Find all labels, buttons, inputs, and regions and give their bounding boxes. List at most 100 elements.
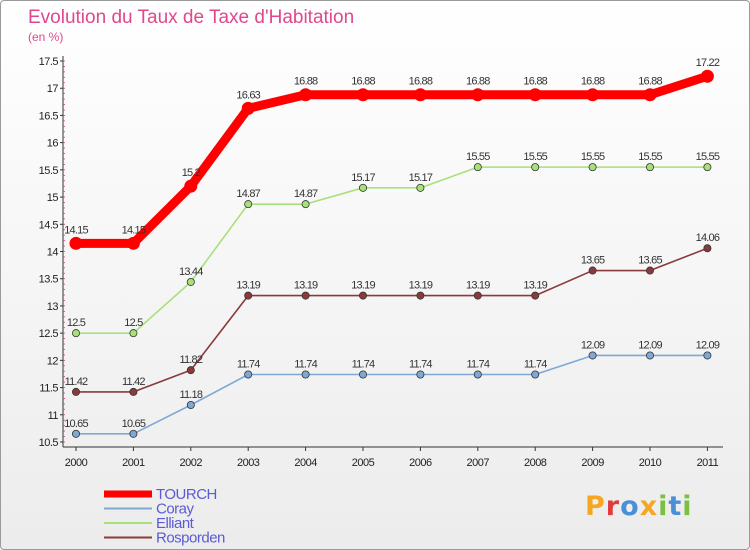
data-label-rosporden: 13.65	[638, 255, 662, 267]
y-tick-label: 16	[47, 138, 59, 150]
data-point-tourch	[299, 88, 313, 102]
data-point-coray	[473, 370, 482, 379]
x-tick-label: 2009	[581, 457, 604, 469]
data-point-rosporden	[416, 291, 425, 300]
data-label-rosporden: 11.82	[179, 354, 202, 366]
data-point-coray	[72, 429, 81, 438]
data-label-elliant: 14.87	[236, 188, 260, 200]
data-point-coray	[531, 370, 540, 379]
y-tick-label: 15.5	[39, 165, 59, 177]
data-label-tourch: 16.88	[351, 76, 375, 88]
data-point-elliant	[473, 163, 482, 172]
data-point-elliant	[703, 163, 712, 172]
data-point-rosporden	[703, 244, 712, 253]
data-point-coray	[416, 370, 425, 379]
data-point-tourch	[528, 88, 542, 102]
y-tick-label: 16.5	[39, 110, 59, 122]
series-line-coray	[75, 354, 709, 435]
data-point-elliant	[244, 200, 253, 209]
data-label-tourch: 14.15	[64, 224, 88, 236]
data-label-coray: 11.18	[179, 389, 202, 401]
data-label-coray: 11.74	[466, 359, 489, 371]
x-tick-label: 2001	[122, 457, 145, 469]
data-label-coray: 10.65	[122, 418, 146, 430]
data-label-rosporden: 13.19	[523, 280, 547, 292]
x-tick-label: 2002	[180, 457, 203, 469]
x-tick-label: 2004	[294, 457, 317, 469]
data-point-rosporden	[301, 291, 310, 300]
y-tick-label: 17	[47, 83, 59, 95]
data-point-tourch	[184, 179, 198, 193]
data-point-rosporden	[72, 387, 81, 396]
y-tick-label: 11	[48, 410, 59, 422]
data-label-rosporden: 13.19	[409, 280, 433, 292]
data-point-coray	[588, 351, 597, 360]
data-label-tourch: 16.88	[466, 76, 490, 88]
x-tick-label: 2000	[65, 457, 88, 469]
data-point-coray	[703, 351, 712, 360]
data-point-rosporden	[646, 266, 655, 275]
data-label-elliant: 12.5	[124, 317, 143, 329]
data-label-tourch: 16.88	[581, 76, 605, 88]
legend-label-tourch: TOURCH	[156, 486, 217, 503]
data-label-rosporden: 13.65	[581, 255, 605, 267]
data-label-rosporden: 13.19	[351, 280, 375, 292]
data-point-tourch	[126, 236, 140, 250]
data-point-tourch	[586, 88, 600, 102]
data-point-coray	[301, 370, 310, 379]
data-point-rosporden	[358, 291, 367, 300]
data-point-tourch	[413, 88, 427, 102]
data-point-rosporden	[531, 291, 540, 300]
data-point-coray	[244, 370, 253, 379]
data-point-elliant	[72, 329, 81, 338]
data-point-elliant	[416, 183, 425, 192]
data-point-elliant	[646, 163, 655, 172]
data-point-tourch	[700, 69, 714, 83]
data-label-elliant: 15.55	[466, 151, 490, 163]
data-label-rosporden: 14.06	[696, 232, 720, 244]
x-tick-label: 2011	[697, 457, 719, 469]
data-point-elliant	[129, 329, 138, 338]
data-point-coray	[358, 370, 367, 379]
data-point-elliant	[186, 277, 195, 286]
data-label-elliant: 15.17	[409, 172, 433, 184]
legend-label-elliant: Elliant	[156, 515, 195, 532]
data-label-elliant: 15.55	[638, 151, 662, 163]
data-point-tourch	[356, 88, 370, 102]
data-label-coray: 11.74	[524, 359, 547, 371]
data-point-tourch	[471, 88, 485, 102]
y-tick-label: 12	[47, 355, 59, 367]
x-tick-label: 2008	[524, 457, 547, 469]
chart-title: Evolution du Taux de Taxe d'Habitation	[28, 7, 355, 28]
legend-label-coray: Coray	[156, 501, 195, 518]
data-point-coray	[646, 351, 655, 360]
y-tick-label: 11.5	[39, 383, 58, 395]
data-label-coray: 11.74	[237, 359, 260, 371]
y-tick-label: 12.5	[39, 328, 59, 340]
data-label-rosporden: 13.19	[294, 280, 318, 292]
y-tick-label: 13	[47, 301, 59, 313]
data-point-rosporden	[588, 266, 597, 275]
x-tick-label: 2003	[237, 457, 260, 469]
data-label-coray: 11.74	[409, 359, 432, 371]
data-label-elliant: 15.55	[523, 151, 547, 163]
x-tick-label: 2010	[639, 457, 662, 469]
x-tick-label: 2005	[352, 457, 375, 469]
y-tick-label: 13.5	[39, 274, 59, 286]
data-label-tourch: 15.2	[182, 167, 201, 179]
y-tick-label: 10.5	[39, 437, 59, 449]
data-point-elliant	[531, 163, 540, 172]
data-point-coray	[186, 400, 195, 409]
data-label-elliant: 15.55	[581, 151, 605, 163]
y-tick-label: 14	[47, 247, 59, 259]
data-label-tourch: 16.88	[409, 76, 433, 88]
legend-label-rosporden: Rosporden	[156, 530, 225, 547]
series-line-tourch	[71, 71, 712, 248]
y-tick-label: 17.5	[39, 56, 59, 68]
data-label-coray: 12.09	[581, 339, 605, 351]
data-label-tourch: 16.88	[523, 76, 547, 88]
data-label-coray: 10.65	[64, 418, 88, 430]
proxiti-logo: Proxiti	[585, 491, 693, 522]
y-tick-label: 14.5	[39, 219, 59, 231]
